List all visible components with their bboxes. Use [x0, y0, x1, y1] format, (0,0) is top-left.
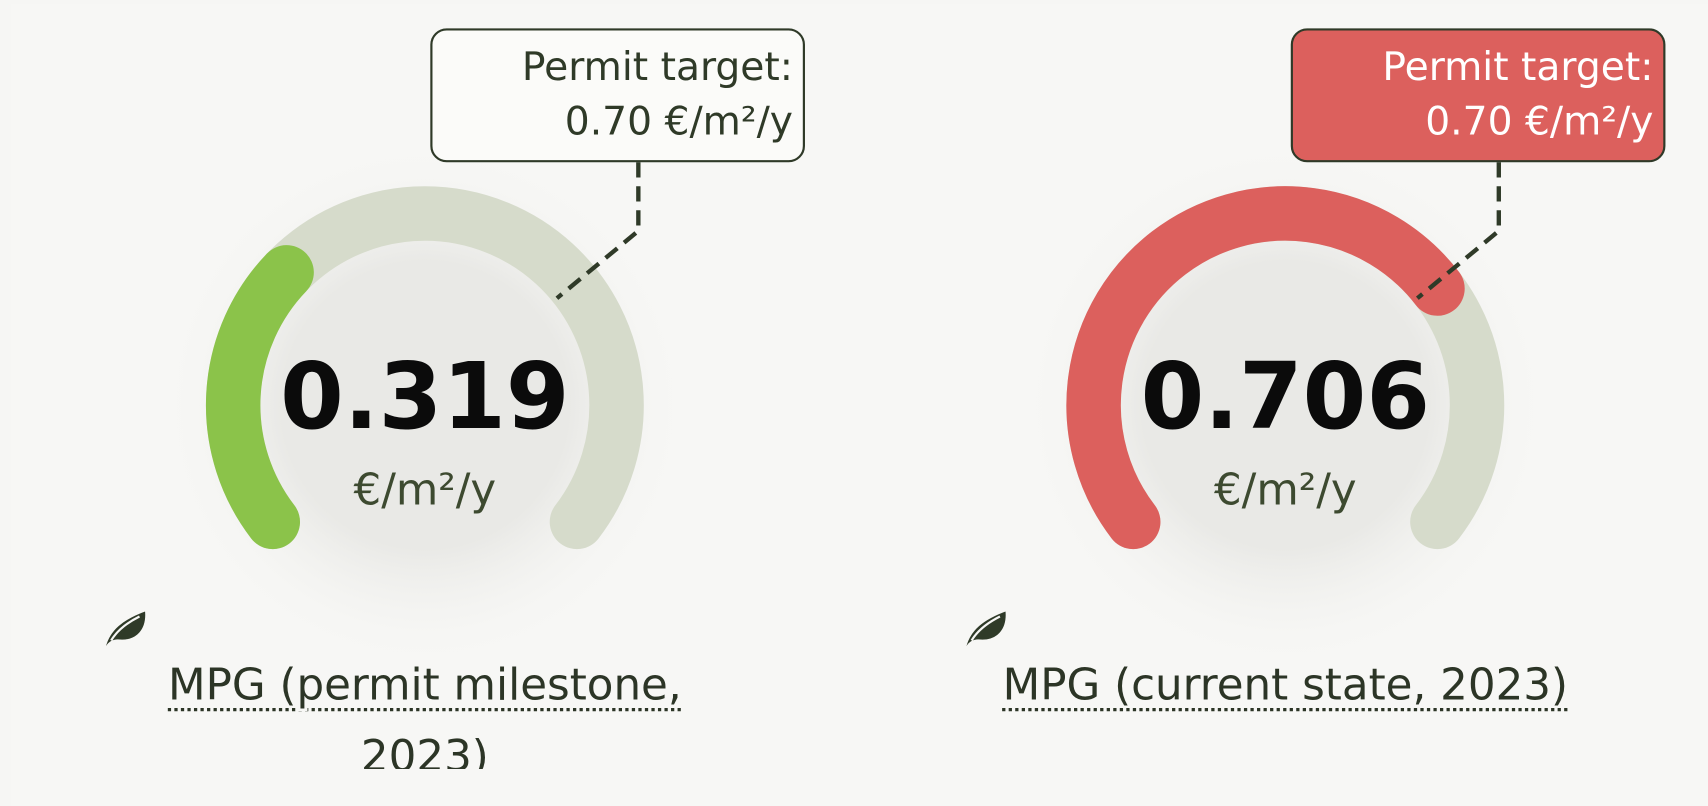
gauge-value-arc	[205, 245, 314, 550]
target-label: Permit target:	[1382, 45, 1653, 90]
gauge-value: 0.319	[280, 343, 569, 450]
gauge-title: MPG (current state, 2023)	[959, 606, 1613, 721]
title-text[interactable]: MPG (permit milestone, 2023)	[167, 660, 682, 769]
target-callout	[430, 28, 805, 163]
target-value-label: 0.70 €/m²/y	[1425, 100, 1653, 145]
target-value-label: 0.70 €/m²/y	[565, 100, 793, 145]
leaf-icon	[103, 608, 148, 649]
title-box: MPG (current state, 2023)	[959, 606, 1613, 721]
gauge-unit: €/m²/y	[1214, 465, 1357, 515]
gauge-unit: €/m²/y	[354, 465, 497, 515]
title-text[interactable]: MPG (current state, 2023)	[1002, 660, 1569, 711]
gauge-value-arc	[1066, 186, 1465, 550]
gauge-title: MPG (permit milestone, 2023)	[98, 606, 752, 769]
title-box: MPG (permit milestone, 2023)	[98, 606, 752, 769]
target-callout	[1290, 28, 1666, 163]
gauge-value: 0.706	[1141, 343, 1430, 450]
leaf-icon	[963, 608, 1008, 649]
target-label: Permit target:	[522, 45, 793, 90]
